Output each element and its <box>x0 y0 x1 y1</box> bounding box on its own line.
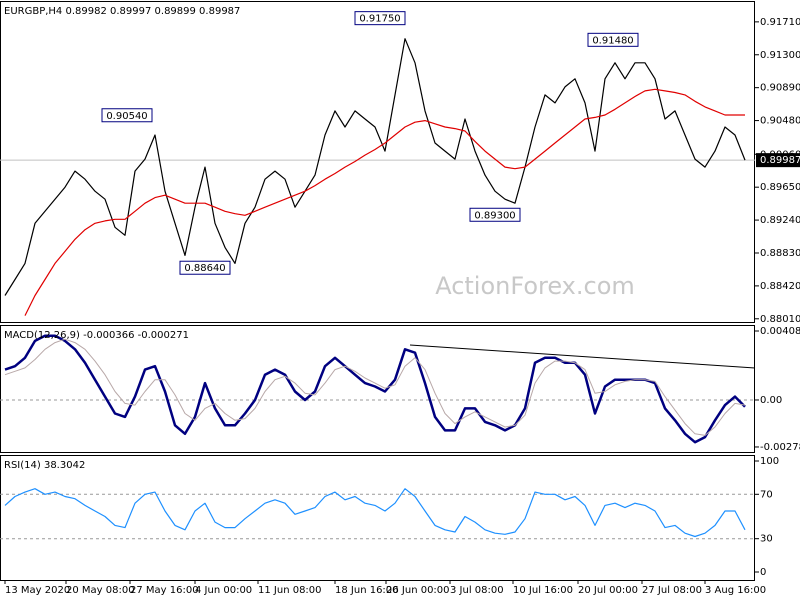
annotation-box <box>587 32 639 47</box>
panel-title: MACD(12,26,9) -0.000366 -0.000271 <box>4 330 189 341</box>
x-tick-label: 10 Jul 16:00 <box>513 585 573 596</box>
y-tick-label: -0.002782 <box>760 442 800 453</box>
annotation-box <box>469 207 521 222</box>
y-tick-label: 0.004085 <box>760 326 800 337</box>
annotation-box <box>354 11 406 26</box>
current-price-tag <box>756 153 800 168</box>
panel-title: RSI(14) 38.3042 <box>4 460 85 471</box>
y-tick-label: 0.88010 <box>760 314 800 325</box>
annotation-box <box>101 108 153 123</box>
y-tick-label: 100 <box>760 456 779 467</box>
x-tick-label: 20 May 08:00 <box>66 585 135 596</box>
series-line <box>4 488 746 538</box>
panel <box>0 1 755 323</box>
y-tick-label: 0.91300 <box>760 50 800 61</box>
panel-title: EURGBP,H4 0.89982 0.89997 0.89899 0.8998… <box>4 6 240 17</box>
y-tick-label: 0.89650 <box>760 182 800 193</box>
series-line <box>4 38 746 296</box>
y-tick-label: 70 <box>760 489 773 500</box>
y-tick-label: 30 <box>760 534 773 545</box>
panel <box>0 455 755 581</box>
watermark: ActionForex.com <box>435 272 635 300</box>
x-tick-label: 13 May 2020 <box>5 585 70 596</box>
x-tick-label: 18 Jun 16:00 <box>335 585 399 596</box>
y-tick-label: 0.88420 <box>760 281 800 292</box>
annotation-box <box>179 260 231 275</box>
x-tick-label: 26 Jun 00:00 <box>386 585 450 596</box>
x-tick-label: 27 May 16:00 <box>130 585 199 596</box>
current-price-label: 0.89987 <box>760 155 800 166</box>
y-tick-label: 0 <box>760 567 766 578</box>
y-tick-label: 0.88830 <box>760 248 800 259</box>
y-tick-label: 0.00 <box>760 395 782 406</box>
series-line <box>24 88 745 316</box>
annotation-label: 0.89300 <box>474 210 515 221</box>
annotation-label: 0.91750 <box>359 14 400 25</box>
annotation-label: 0.88640 <box>184 263 225 274</box>
y-tick-label: 0.91710 <box>760 17 800 28</box>
x-tick-label: 20 Jul 00:00 <box>578 585 638 596</box>
y-tick-label: 0.90890 <box>760 83 800 94</box>
x-tick-label: 3 Aug 16:00 <box>705 585 766 596</box>
x-tick-label: 3 Jul 08:00 <box>450 585 504 596</box>
annotation-label: 0.90540 <box>106 111 147 122</box>
annotation-label: 0.91480 <box>592 35 633 46</box>
trend-line <box>409 344 756 369</box>
x-tick-label: 27 Jul 08:00 <box>642 585 702 596</box>
y-tick-label: 0.90480 <box>760 116 800 127</box>
y-tick-label: 0.89240 <box>760 215 800 226</box>
x-tick-label: 11 Jun 08:00 <box>258 585 322 596</box>
series-line <box>4 338 746 436</box>
series-line <box>4 334 746 444</box>
x-tick-label: 4 Jun 00:00 <box>195 585 252 596</box>
